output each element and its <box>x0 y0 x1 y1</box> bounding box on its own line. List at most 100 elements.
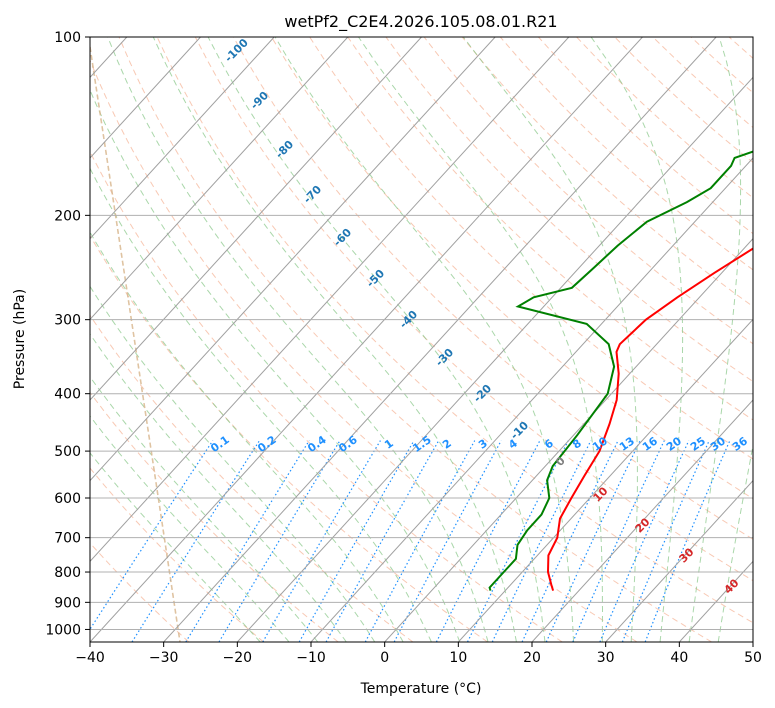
y-tick-label: 600 <box>54 491 81 507</box>
moist-adiabat <box>152 37 517 642</box>
dry-adiabat <box>90 59 638 642</box>
theta-e-label: -30 <box>433 346 456 369</box>
mixing-ratio-label: 6 <box>542 436 556 451</box>
moist-adiabat <box>90 231 404 642</box>
moist-adiabat <box>90 88 461 642</box>
moist-adiabat <box>107 37 489 642</box>
y-tick-label: 900 <box>54 595 81 611</box>
dry-adiabat <box>232 37 753 540</box>
isotherm <box>90 37 349 321</box>
dry-adiabat <box>423 37 753 345</box>
moist-adiabat <box>688 37 742 642</box>
moist-adiabat <box>207 37 546 642</box>
moist-adiabat <box>90 333 347 642</box>
dry-adiabat <box>309 37 753 460</box>
x-tick-label: 10 <box>449 650 467 666</box>
isotherm <box>90 37 275 240</box>
isotherm <box>90 37 201 159</box>
isotherm <box>384 237 753 642</box>
theta-e-label: -50 <box>364 267 387 290</box>
dry-adiabat <box>90 542 190 642</box>
x-axis-title: Temperature (°C) <box>360 681 482 697</box>
saturation-curve <box>90 46 181 642</box>
y-tick-label: 200 <box>54 208 81 224</box>
dry-adiabat <box>118 37 712 642</box>
x-tick-label: 0 <box>380 650 389 666</box>
mixing-ratio-label: 1.5 <box>410 433 433 455</box>
mixing-ratio-label: 8 <box>570 437 584 452</box>
x-axis: −40 −30 −20 −10 0 10 20 30 40 50 <box>75 642 762 666</box>
dry-adiabat <box>690 37 753 94</box>
theta-e-label: -70 <box>301 183 324 206</box>
mixing-ratio-line <box>545 440 641 642</box>
x-tick-label: 50 <box>744 650 762 666</box>
isotherm <box>163 37 717 642</box>
mixing-ratio-label: 3 <box>476 437 490 452</box>
mixing-ratio-line <box>644 440 731 642</box>
mixing-ratio-label: 0.1 <box>208 433 231 455</box>
isotherm <box>605 479 753 642</box>
theta-e-label: 10 <box>591 484 611 504</box>
moist-adiabat <box>717 443 753 642</box>
moist-adiabat <box>90 285 376 642</box>
temperature-profile <box>546 247 753 591</box>
dry-adiabat <box>347 37 753 421</box>
mixing-ratio-line <box>262 440 381 642</box>
y-tick-label: 1000 <box>45 622 81 638</box>
dry-adiabat <box>271 37 753 500</box>
mixing-ratio-line <box>364 440 476 642</box>
isotherm <box>236 76 753 642</box>
dry-adiabat <box>90 150 563 642</box>
y-tick-label: 500 <box>54 444 81 460</box>
dry-adiabat <box>614 37 753 164</box>
dry-adiabat <box>538 37 753 235</box>
chart-title: wetPf2_C2E4.2026.105.08.01.R21 <box>284 12 557 32</box>
dry-adiabat <box>90 391 339 642</box>
isotherm <box>752 641 753 642</box>
mixing-ratio-line <box>572 440 665 642</box>
mixing-ratio-label: 2 <box>440 437 454 452</box>
x-tick-label: 20 <box>523 650 541 666</box>
mixing-ratio-line <box>131 440 261 642</box>
mixing-ratio-label: 0.2 <box>255 433 278 455</box>
dry-adiabat <box>728 37 753 59</box>
isotherm <box>90 37 422 401</box>
mixing-ratio-line <box>218 440 341 642</box>
y-tick-label: 300 <box>54 313 81 329</box>
mixing-ratio-line <box>185 440 310 642</box>
moist-adiabat <box>90 167 432 642</box>
moist-adiabat <box>90 415 290 642</box>
mixing-ratio-line <box>621 440 710 642</box>
isotherm <box>531 399 753 642</box>
dry-adiabat <box>385 37 753 383</box>
x-tick-label: −40 <box>75 650 105 666</box>
theta-e-label: 40 <box>722 576 742 596</box>
moist-adiabat <box>358 37 603 642</box>
isotherm <box>90 37 570 563</box>
y-tick-label: 400 <box>54 387 81 403</box>
dry-adiabat <box>90 467 264 642</box>
mixing-ratio-line <box>298 440 415 642</box>
mixing-ratio-label: 0.6 <box>336 433 360 455</box>
dry-adiabat <box>767 37 775 642</box>
x-tick-label: −10 <box>296 650 326 666</box>
mixing-ratio-line <box>466 440 569 642</box>
isotherm <box>457 318 753 642</box>
mixing-ratio-line <box>599 440 690 642</box>
x-tick-label: −30 <box>149 650 179 666</box>
plot-frame <box>89 36 754 643</box>
theta-e-label: -80 <box>273 138 296 161</box>
isotherm <box>90 37 643 642</box>
moist-adiabat <box>590 37 684 642</box>
mixing-ratio-line <box>90 440 214 631</box>
y-tick-label: 700 <box>54 531 81 547</box>
mixing-ratio-label: 0.4 <box>305 433 329 455</box>
background-lines <box>90 37 775 642</box>
dry-adiabat <box>461 37 753 308</box>
mixing-ratio-line <box>435 440 541 642</box>
x-tick-label: 30 <box>597 650 615 666</box>
x-tick-label: −20 <box>223 650 253 666</box>
isopleth-labels: 0.1 0.2 0.4 0.6 1 1.5 2 3 4 6 8 10 13 16 20 25 30 36-100-… <box>208 37 750 597</box>
y-axis: 100 200 300 400 500 600 700 800 900 1000 <box>45 30 90 638</box>
